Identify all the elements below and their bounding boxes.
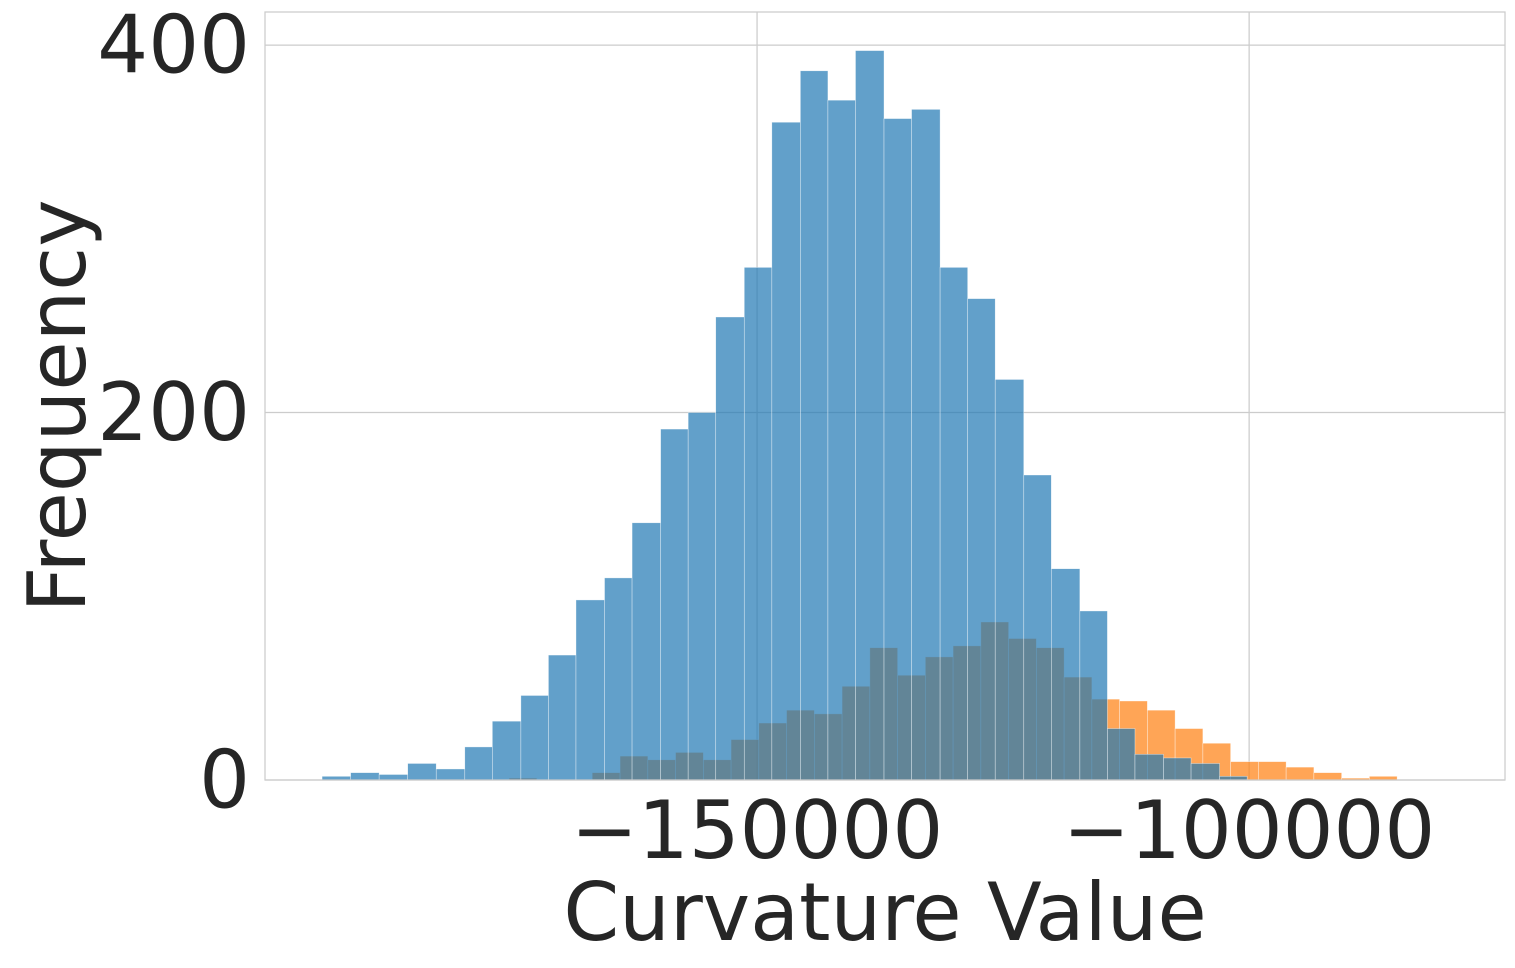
histogram-bar [1285,766,1315,781]
histogram-bar [631,522,661,781]
histogram-bar [911,109,941,781]
histogram-bar [1023,474,1052,781]
y-tick-labels: 0 200 400 [97,0,250,827]
y-tick-label: 0 [199,734,250,827]
histogram-bar [435,768,466,781]
histogram-bar [855,50,885,781]
histogram-bar [407,763,437,781]
plot-frame [264,11,1506,781]
histogram-bar [548,654,577,781]
histogram-bar [939,267,968,781]
histogram-bar [1079,610,1108,781]
y-axis-label: Frequency [11,199,104,612]
histogram-series [321,50,1248,781]
histogram-bar [575,599,605,781]
histogram-bar [1134,753,1164,781]
histogram-bar [1313,772,1342,781]
histogram-bar [604,577,633,781]
x-axis-label: Curvature Value [563,866,1206,959]
histogram-bar [1190,763,1220,781]
histogram-bar [1258,761,1287,781]
histogram-bar [771,121,801,781]
histogram-bar [520,695,549,781]
histogram-bars [321,50,1398,781]
histogram-bar [1107,728,1136,781]
histogram-bar [687,412,717,781]
histogram-bar [1163,757,1192,781]
histogram-bar [660,428,689,781]
histogram-bar [994,379,1025,781]
x-tick-label: −150000 [571,784,943,877]
histogram-bar [1051,568,1081,781]
y-tick-label: 200 [97,366,250,459]
y-tick-label: 400 [97,0,250,92]
histogram-bar [350,772,380,781]
histogram-bar [378,774,408,781]
x-tick-label: −100000 [1063,784,1435,877]
histogram-bar [883,118,912,781]
histogram-bar [464,746,493,781]
histogram-bar [492,720,522,781]
x-tick-labels: −150000 −100000 [571,784,1435,877]
histogram-bar [715,316,745,781]
histogram-bar [827,99,856,781]
histogram-bar [800,70,829,781]
histogram-bar [967,298,996,781]
histogram-bar [743,267,773,781]
